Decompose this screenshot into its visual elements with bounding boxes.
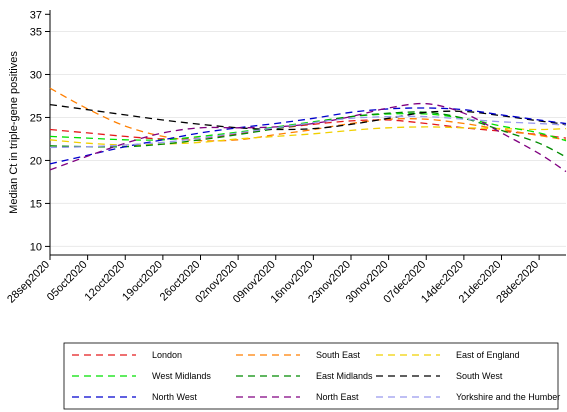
y-tick-label: 10 xyxy=(30,241,42,253)
y-tick-label: 37 xyxy=(30,9,42,21)
y-tick-label: 30 xyxy=(30,69,42,81)
series-line xyxy=(49,112,567,142)
legend-label: South East xyxy=(316,350,361,360)
series-line xyxy=(49,102,567,173)
y-tick-label: 20 xyxy=(30,155,42,167)
legend: London South East East of England West Midl… xyxy=(63,342,560,410)
series-line xyxy=(49,103,567,131)
legend-label: North East xyxy=(316,392,359,402)
legend-label: Yorkshire and the Humber xyxy=(456,392,560,402)
series-line xyxy=(49,115,567,149)
y-tick-label: 35 xyxy=(30,26,42,38)
legend-label: East Midlands xyxy=(316,371,373,381)
series-line xyxy=(49,119,567,140)
y-tick-label: 25 xyxy=(30,112,42,124)
legend-label: North West xyxy=(152,392,197,402)
legend-label: West Midlands xyxy=(152,371,211,381)
series-lines xyxy=(49,87,567,173)
gridlines xyxy=(50,30,566,247)
legend-box xyxy=(63,342,559,410)
y-tick-label: 15 xyxy=(30,198,42,210)
legend-label: East of England xyxy=(456,350,520,360)
y-axis-title: Median Ct in triple-gene positives xyxy=(8,51,20,214)
legend-label: London xyxy=(152,350,182,360)
legend-label: South West xyxy=(456,371,503,381)
